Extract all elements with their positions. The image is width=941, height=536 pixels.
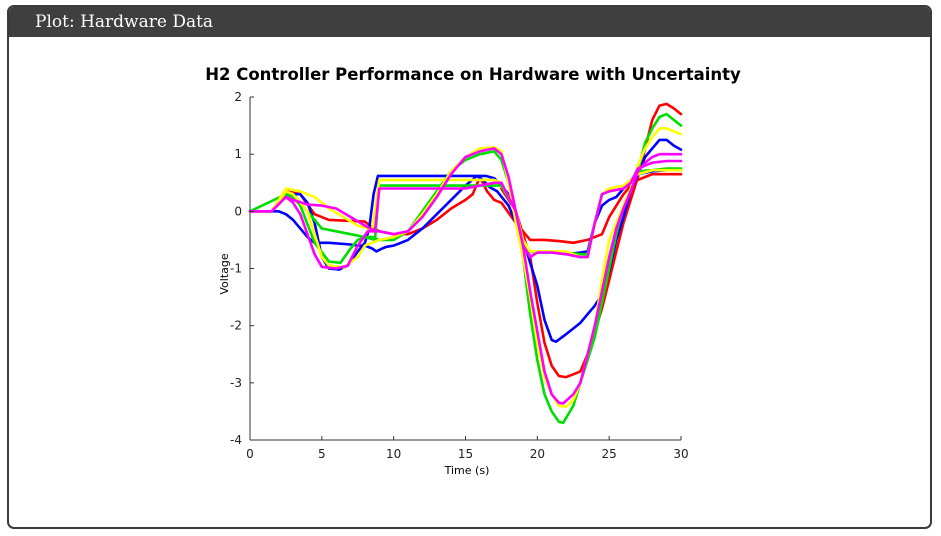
x-tick-label: 25	[602, 447, 617, 461]
y-tick-label: 1	[234, 147, 242, 161]
y-axis-label: Voltage	[218, 253, 231, 294]
x-tick-label: 0	[246, 447, 254, 461]
axes	[249, 97, 681, 441]
series-line-8	[248, 127, 683, 409]
x-tick-label: 15	[458, 447, 473, 461]
y-tick-label: 0	[234, 204, 242, 218]
y-tick-label: -4	[230, 433, 242, 447]
series-group	[248, 102, 683, 425]
x-axis-label: Time (s)	[444, 464, 490, 477]
y-ticks: 2 1 0 -1 -2 -3 -4	[230, 90, 254, 447]
x-ticks: 0 5 10 15 20 25 30	[246, 436, 689, 461]
y-tick-label: -1	[230, 262, 242, 276]
y-tick-label: -2	[230, 319, 242, 333]
y-tick-label: 2	[234, 90, 242, 104]
chart-title: H2 Controller Performance on Hardware wi…	[205, 65, 741, 84]
x-tick-label: 5	[318, 447, 326, 461]
series-line-3	[248, 168, 683, 256]
series-line-1	[248, 172, 683, 245]
plot-panel: Plot: Hardware Data	[7, 5, 932, 529]
x-tick-label: 10	[386, 447, 401, 461]
series-line-10	[248, 147, 683, 405]
y-tick-label: -3	[230, 376, 242, 390]
panel-header-title: Plot: Hardware Data	[9, 7, 930, 37]
x-tick-label: 20	[530, 447, 545, 461]
series-line-5	[248, 112, 683, 425]
x-tick-label: 30	[673, 447, 688, 461]
